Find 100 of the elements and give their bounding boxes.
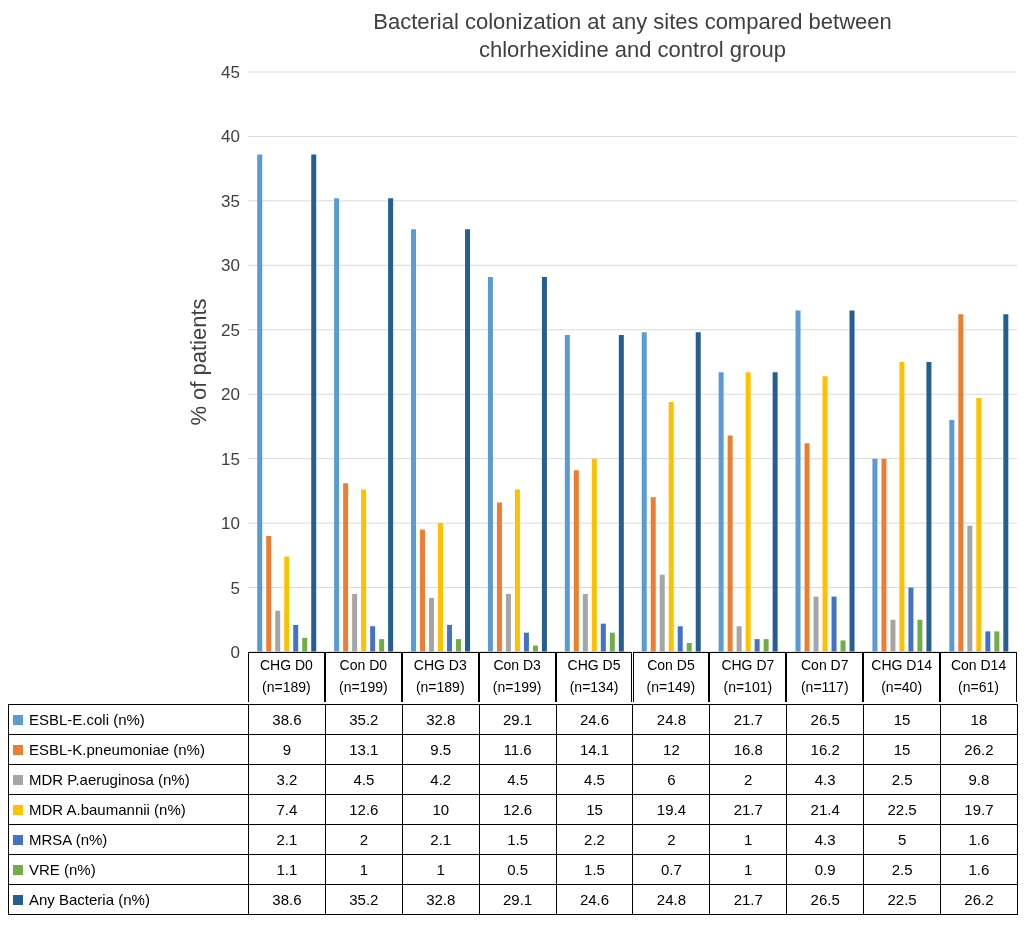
- data-label: 13.1: [325, 734, 403, 765]
- bar: [641, 332, 647, 652]
- bar: [754, 639, 760, 652]
- data-label: 12.6: [325, 794, 403, 825]
- bar: [465, 229, 471, 652]
- x-tick-label: CHG D0 (n=189): [248, 652, 325, 702]
- bar: [881, 458, 887, 652]
- data-label: 0.5: [479, 854, 557, 885]
- bar: [985, 631, 991, 652]
- bar: [840, 640, 846, 652]
- data-label: 22.5: [863, 794, 941, 825]
- bar: [505, 594, 511, 652]
- data-label: 0.7: [632, 854, 710, 885]
- data-label: 9: [248, 734, 326, 765]
- data-label: 2.5: [863, 854, 941, 885]
- data-label: 32.8: [402, 884, 480, 915]
- data-label: 21.7: [709, 704, 787, 735]
- data-label: 22.5: [863, 884, 941, 915]
- bar: [311, 154, 317, 652]
- data-label: 24.8: [632, 704, 710, 735]
- data-label: 2: [709, 764, 787, 795]
- y-tick-label: 0: [230, 643, 240, 663]
- data-label: 4.5: [479, 764, 557, 795]
- data-label: 15: [556, 794, 633, 825]
- data-label: 3.2: [248, 764, 326, 795]
- bar: [600, 623, 606, 652]
- data-label: 1.1: [248, 854, 326, 885]
- data-label: 4.3: [786, 824, 864, 855]
- x-tick-label: Con D14 (n=61): [940, 652, 1017, 702]
- bar: [668, 401, 674, 652]
- bar: [813, 596, 819, 652]
- x-tick-label: Con D5 (n=149): [632, 652, 710, 702]
- data-label: 16.2: [786, 734, 864, 765]
- legend-label: Any Bacteria (n%): [8, 884, 249, 915]
- data-label: 16.8: [709, 734, 787, 765]
- bar: [795, 310, 801, 652]
- data-label: 15: [863, 734, 941, 765]
- bar: [763, 639, 769, 652]
- bar: [275, 610, 281, 652]
- bar: [514, 489, 520, 652]
- x-tick-label: CHG D14 (n=40): [863, 652, 941, 702]
- bar: [293, 624, 299, 652]
- data-label: 38.6: [248, 704, 326, 735]
- data-label: 4.5: [556, 764, 633, 795]
- bar: [411, 229, 417, 652]
- bar: [284, 556, 290, 652]
- bar: [257, 154, 263, 652]
- data-label: 2: [632, 824, 710, 855]
- bar: [573, 470, 579, 652]
- bar: [822, 376, 828, 652]
- y-tick-label: 20: [221, 385, 240, 405]
- legend-label: MDR P.aeruginosa (n%): [8, 764, 249, 795]
- data-label: 29.1: [479, 704, 557, 735]
- bar: [899, 362, 905, 652]
- bar: [456, 639, 462, 652]
- data-label: 26.5: [786, 884, 864, 915]
- data-label: 11.6: [479, 734, 557, 765]
- y-tick-label: 45: [221, 63, 240, 83]
- bar: [541, 276, 547, 652]
- data-label: 19.4: [632, 794, 710, 825]
- x-tick-label: CHG D7 (n=101): [709, 652, 787, 702]
- legend-label: ESBL-K.pneumoniae (n%): [8, 734, 249, 765]
- data-label: 4.5: [325, 764, 403, 795]
- bar: [727, 435, 733, 652]
- bar: [352, 594, 358, 652]
- legend-label: MRSA (n%): [8, 824, 249, 855]
- bar: [343, 483, 349, 652]
- data-label: 21.7: [709, 884, 787, 915]
- bar: [718, 372, 724, 652]
- bar: [745, 372, 751, 652]
- bar: [650, 497, 656, 652]
- data-label: 1.5: [479, 824, 557, 855]
- data-label: 32.8: [402, 704, 480, 735]
- bar: [420, 529, 426, 652]
- bar: [609, 632, 615, 652]
- x-tick-label: Con D3 (n=199): [478, 652, 556, 702]
- data-label: 0.9: [786, 854, 864, 885]
- bar: [370, 626, 376, 652]
- data-label: 21.7: [709, 794, 787, 825]
- data-label: 24.6: [556, 884, 633, 915]
- data-label: 35.2: [325, 884, 403, 915]
- data-label: 2.1: [248, 824, 326, 855]
- bar: [523, 632, 529, 652]
- bar: [591, 458, 597, 652]
- y-tick-label: 40: [221, 127, 240, 147]
- bar: [361, 489, 367, 652]
- data-label: 1: [325, 854, 403, 885]
- bar: [379, 639, 385, 652]
- bar: [677, 626, 683, 652]
- bar: [388, 198, 394, 652]
- chart-title: Bacterial colonization at any sites compared between chlorhexidine and control group: [372, 8, 893, 64]
- data-label: 6: [632, 764, 710, 795]
- bar: [334, 198, 340, 652]
- bar: [831, 596, 837, 652]
- data-label: 5: [863, 824, 941, 855]
- data-label: 1.6: [940, 824, 1018, 855]
- data-label: 9.5: [402, 734, 480, 765]
- data-label: 4.3: [786, 764, 864, 795]
- bar: [429, 597, 435, 652]
- data-label: 35.2: [325, 704, 403, 735]
